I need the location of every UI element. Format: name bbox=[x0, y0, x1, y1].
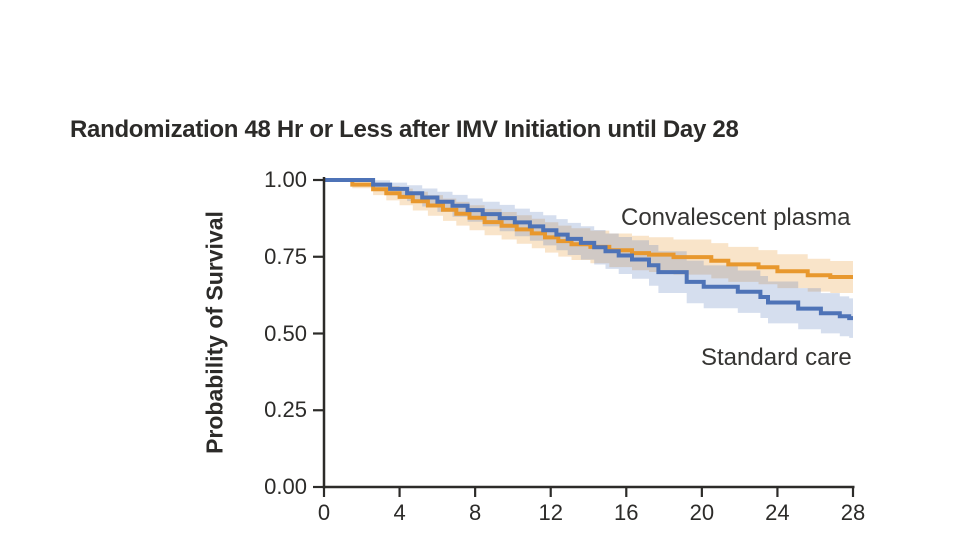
convalescent-plasma-survival-curve bbox=[324, 178, 853, 279]
x-tick-label: 8 bbox=[469, 500, 482, 525]
y-tick-label: 0.75 bbox=[264, 243, 307, 269]
series-label-convalescent-plasma: Convalescent plasma bbox=[621, 204, 851, 231]
x-tick-label: 24 bbox=[765, 500, 790, 525]
y-tick-label: 1.00 bbox=[264, 167, 307, 192]
x-tick-label: 16 bbox=[614, 500, 639, 525]
x-tick-label: 20 bbox=[689, 500, 715, 525]
series-label-standard-care: Standard care bbox=[701, 344, 852, 371]
x-tick-label: 0 bbox=[317, 500, 331, 525]
x-tick-label: 28 bbox=[840, 500, 866, 525]
standard-care-confidence-band bbox=[324, 180, 853, 338]
standard-care-survival-curve bbox=[324, 178, 853, 321]
y-tick-label: 0.25 bbox=[264, 397, 307, 423]
x-tick-label: 4 bbox=[393, 500, 406, 525]
x-tick-label: 12 bbox=[538, 500, 563, 525]
chart-title: Randomization 48 Hr or Less after IMV In… bbox=[70, 116, 739, 143]
y-tick-label: 0.00 bbox=[264, 474, 307, 499]
y-tick-label: 0.50 bbox=[264, 320, 307, 346]
